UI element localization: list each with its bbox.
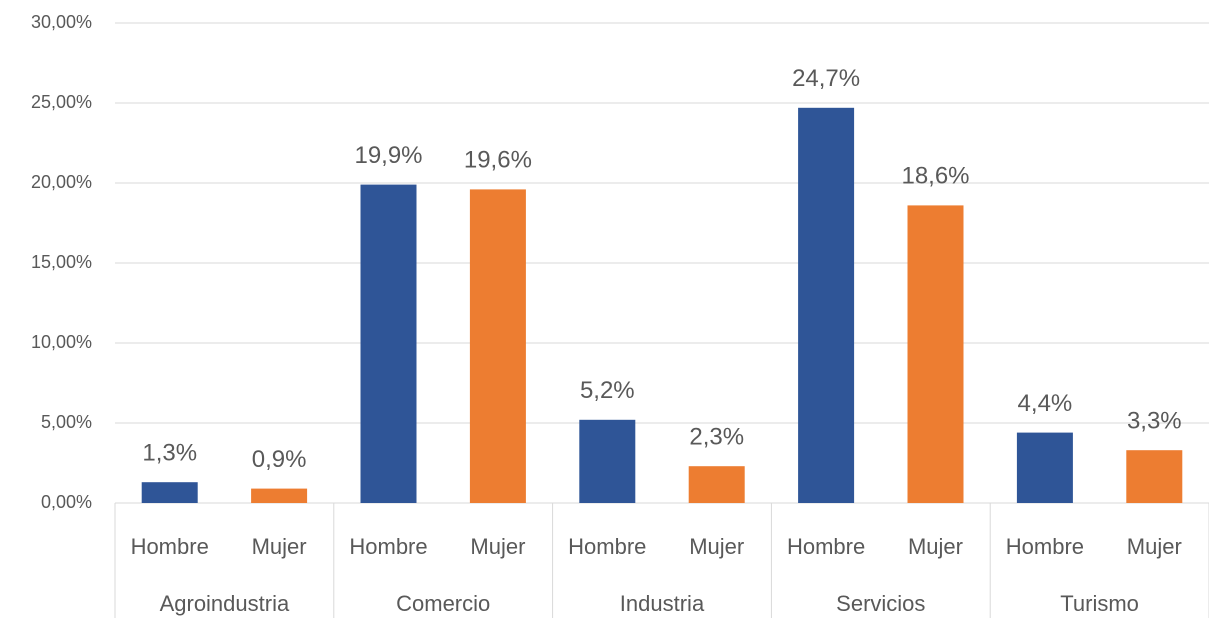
data-label: 5,2% (580, 377, 635, 404)
y-tick-label: 20,00% (31, 172, 92, 192)
group-label: Turismo (1060, 591, 1139, 616)
y-tick-label: 0,00% (41, 492, 92, 512)
data-label: 1,3% (142, 440, 197, 467)
x-tick-label: Mujer (252, 534, 307, 559)
y-tick-label: 5,00% (41, 412, 92, 432)
x-tick-label: Hombre (787, 534, 865, 559)
data-label: 2,3% (689, 424, 744, 451)
x-tick-label: Hombre (568, 534, 646, 559)
bar (688, 466, 745, 503)
x-tick-label: Mujer (908, 534, 963, 559)
y-tick-label: 25,00% (31, 92, 92, 112)
bar (798, 107, 855, 504)
bar (579, 419, 636, 503)
data-label: 19,9% (354, 142, 422, 169)
x-tick-label: Hombre (1006, 534, 1084, 559)
data-label: 18,6% (901, 163, 969, 190)
y-tick-label: 15,00% (31, 252, 92, 272)
data-label: 4,4% (1018, 390, 1073, 417)
group-label: Servicios (836, 591, 925, 616)
x-tick-label: Mujer (689, 534, 744, 559)
bar (141, 482, 198, 503)
group-label: Agroindustria (160, 591, 290, 616)
x-tick-label: Mujer (1127, 534, 1182, 559)
bar (907, 205, 964, 503)
group-label: Industria (620, 591, 705, 616)
bar (1016, 432, 1073, 503)
data-label: 0,9% (252, 446, 307, 473)
x-tick-label: Hombre (349, 534, 427, 559)
bar (1126, 450, 1183, 503)
x-tick-label: Hombre (131, 534, 209, 559)
y-tick-label: 30,00% (31, 12, 92, 32)
x-tick-label: Mujer (470, 534, 525, 559)
bar (469, 189, 526, 503)
y-tick-label: 10,00% (31, 332, 92, 352)
data-label: 19,6% (464, 147, 532, 174)
data-label: 24,7% (792, 65, 860, 92)
bar (360, 184, 417, 503)
data-label: 3,3% (1127, 408, 1182, 435)
bar (251, 488, 308, 503)
group-label: Comercio (396, 591, 490, 616)
